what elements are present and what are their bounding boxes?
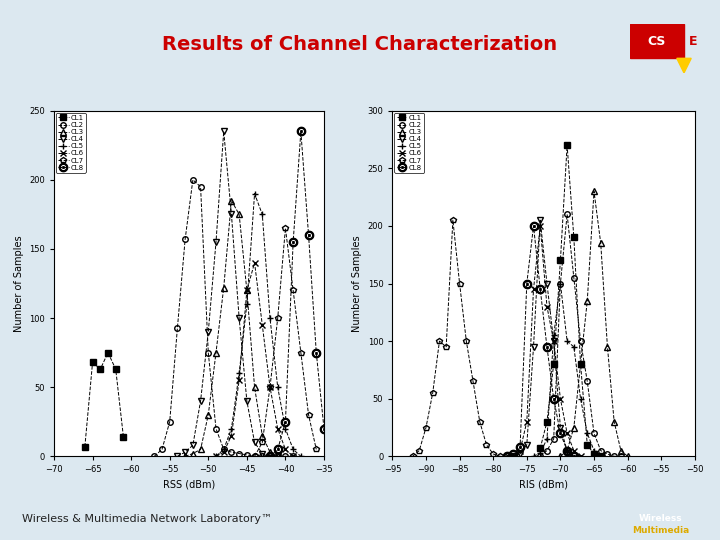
Y-axis label: Number of Samples: Number of Samples: [352, 235, 362, 332]
Y-axis label: Number of Samples: Number of Samples: [14, 235, 24, 332]
Legend: CL1, CL2, CL3, CL4, CL5, CL6, CL7, CL8: CL1, CL2, CL3, CL4, CL5, CL6, CL7, CL8: [395, 113, 424, 173]
Legend: CL1, CL2, CL3, CL4, CL5, CL6, CL7, CL8: CL1, CL2, CL3, CL4, CL5, CL6, CL7, CL8: [56, 113, 86, 173]
Text: CS: CS: [647, 35, 666, 48]
Text: Wireless: Wireless: [639, 515, 683, 523]
Text: Results of Channel Characterization: Results of Channel Characterization: [163, 35, 557, 54]
Bar: [630, 24, 684, 58]
Text: E: E: [688, 35, 697, 48]
Polygon shape: [677, 58, 691, 73]
X-axis label: RSS (dBm): RSS (dBm): [163, 480, 215, 490]
Text: Multimedia: Multimedia: [632, 526, 689, 535]
X-axis label: RIS (dBm): RIS (dBm): [519, 480, 568, 490]
Text: Wireless & Multimedia Network Laboratory™: Wireless & Multimedia Network Laboratory…: [22, 515, 271, 524]
